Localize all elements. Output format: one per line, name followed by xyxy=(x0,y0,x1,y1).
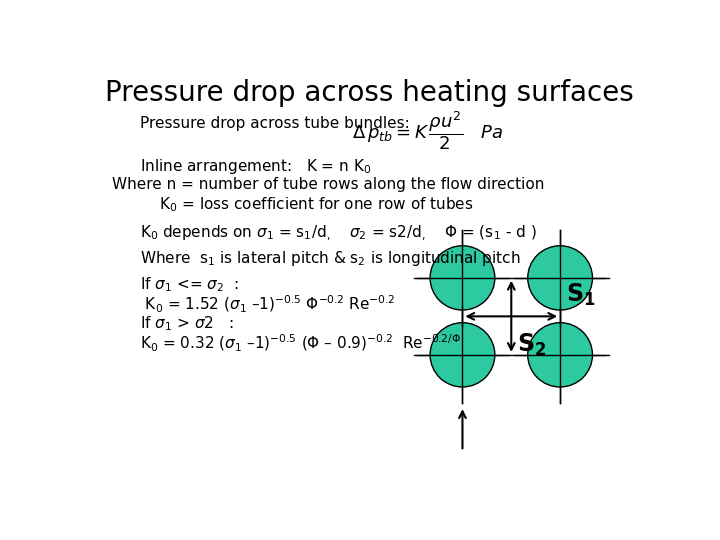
Text: Pressure drop across heating surfaces: Pressure drop across heating surfaces xyxy=(104,79,634,107)
Text: Where  s$_1$ is lateral pitch & s$_2$ is longitudinal pitch: Where s$_1$ is lateral pitch & s$_2$ is … xyxy=(140,249,521,268)
Text: If $\sigma_1$ <= $\sigma_2$  :: If $\sigma_1$ <= $\sigma_2$ : xyxy=(140,275,239,294)
Text: $\mathbf{S_2}$: $\mathbf{S_2}$ xyxy=(517,332,546,357)
Text: $\mathbf{S_1}$: $\mathbf{S_1}$ xyxy=(566,282,595,308)
Text: If $\sigma_1$ > $\sigma$2   :: If $\sigma_1$ > $\sigma$2 : xyxy=(140,314,233,333)
Text: K$_0$ = loss coefficient for one row of tubes: K$_0$ = loss coefficient for one row of … xyxy=(140,196,474,214)
Text: K$_0$ depends on $\sigma_1$ = s$_1$/d$_{,}$    $\sigma_2$ = s2/d$_{,}$    $\Phi$: K$_0$ depends on $\sigma_1$ = s$_1$/d$_{… xyxy=(140,224,537,244)
Text: $\Delta\, p_{tb} = K\, \dfrac{\rho u^2}{2} \quad Pa$: $\Delta\, p_{tb} = K\, \dfrac{\rho u^2}{… xyxy=(352,110,504,152)
Text: K$_0$ = 0.32 ($\sigma_1$ –1)$^{ - 0.5}$ ($\Phi$ – 0.9)$^{-0.2}$  Re$^{-0.2/\Phi}: K$_0$ = 0.32 ($\sigma_1$ –1)$^{ - 0.5}$ … xyxy=(140,333,461,354)
Ellipse shape xyxy=(430,323,495,387)
Ellipse shape xyxy=(528,323,593,387)
Text: K$_{0}$ = 1.52 ($\sigma_1$ –1)$^{ - 0.5}$ $\Phi^{-0.2}$ Re$^{-0.2}$: K$_{0}$ = 1.52 ($\sigma_1$ –1)$^{ - 0.5}… xyxy=(140,294,395,315)
Text: Inline arrangement:   K = n K$_0$: Inline arrangement: K = n K$_0$ xyxy=(140,157,372,176)
Ellipse shape xyxy=(430,246,495,310)
Text: Where n = number of tube rows along the flow direction: Where n = number of tube rows along the … xyxy=(112,177,545,192)
Text: Pressure drop across tube bundles:: Pressure drop across tube bundles: xyxy=(140,116,410,131)
Ellipse shape xyxy=(528,246,593,310)
